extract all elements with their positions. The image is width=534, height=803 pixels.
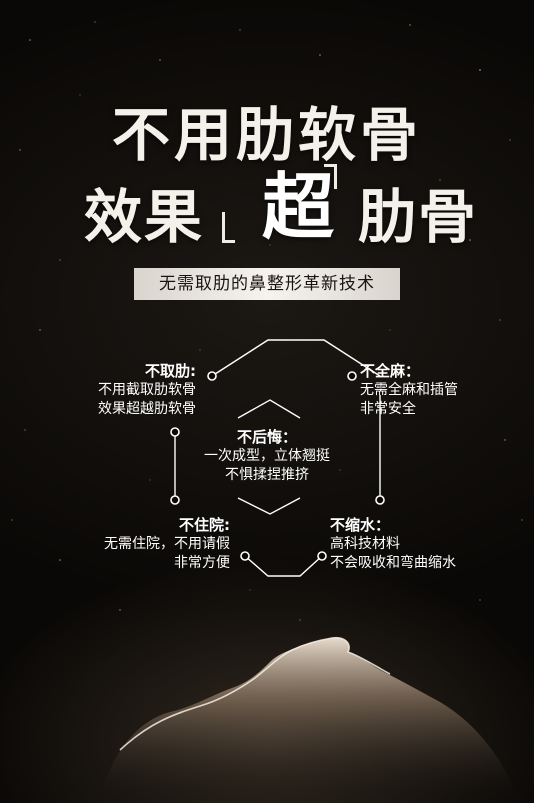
hex-edge-bottom xyxy=(244,555,323,577)
feature-no-general-anesthesia: 不全麻： 无需全麻和插管 非常安全 xyxy=(360,362,510,419)
feature-line: 效果超越肋软骨 xyxy=(98,401,196,417)
feature-line: 非常方便 xyxy=(174,555,230,571)
corner-bracket-left xyxy=(222,212,235,243)
feature-line: 无需全麻和插管 xyxy=(360,382,458,398)
node-top-left xyxy=(207,371,217,381)
face-silhouette xyxy=(100,637,520,803)
inner-chevron-bottom xyxy=(237,497,301,515)
feature-no-regret: 不后悔： 一次成型，立体翘挺 不惧揉捏推挤 xyxy=(187,428,347,485)
title-highlight-char: 超 xyxy=(262,165,337,249)
node-left-upper xyxy=(170,427,180,437)
face-profile-illustration xyxy=(100,636,520,803)
feature-line: 一次成型，立体翘挺 xyxy=(204,448,330,464)
title-line-1: 不用肋软骨 xyxy=(111,101,422,169)
node-left-lower xyxy=(170,495,180,505)
feature-line: 非常安全 xyxy=(360,401,416,417)
node-bottom-left xyxy=(240,551,250,561)
title-line-2-end: 肋骨 xyxy=(358,183,479,251)
title-line-2: 效果 超 肋骨 xyxy=(84,165,476,254)
feature-line: 无需住院，不用请假 xyxy=(104,536,230,552)
corner-bracket-right xyxy=(324,164,337,189)
feature-line: 高科技材料 xyxy=(330,536,400,552)
subtitle-banner: 无需取肋的鼻整形革新技术 xyxy=(134,268,400,300)
node-top-right xyxy=(347,371,357,381)
feature-heading: 不全麻： xyxy=(360,362,421,380)
feature-no-shrinkage: 不缩水： 高科技材料 不会吸收和弯曲缩水 xyxy=(330,516,510,573)
feature-heading: 不取肋: xyxy=(145,362,196,380)
feature-line: 不会吸收和弯曲缩水 xyxy=(330,555,456,571)
node-right-lower xyxy=(375,495,385,505)
inner-chevron-top xyxy=(237,399,301,419)
feature-no-rib-extraction: 不取肋: 不用截取肋软骨 效果超越肋软骨 xyxy=(78,362,196,419)
node-bottom-right xyxy=(317,551,327,561)
feature-heading: 不缩水： xyxy=(330,516,391,534)
title-line-2-start: 效果 xyxy=(84,183,205,251)
feature-line: 不惧揉捏推挤 xyxy=(225,467,309,483)
hex-edge-top xyxy=(211,339,381,377)
feature-heading: 不住院: xyxy=(179,516,230,534)
feature-no-hospitalization: 不住院: 无需住院，不用请假 非常方便 xyxy=(80,516,230,573)
feature-heading: 不后悔： xyxy=(236,428,297,446)
feature-line: 不用截取肋软骨 xyxy=(98,382,196,398)
face-rim-light xyxy=(119,636,391,751)
